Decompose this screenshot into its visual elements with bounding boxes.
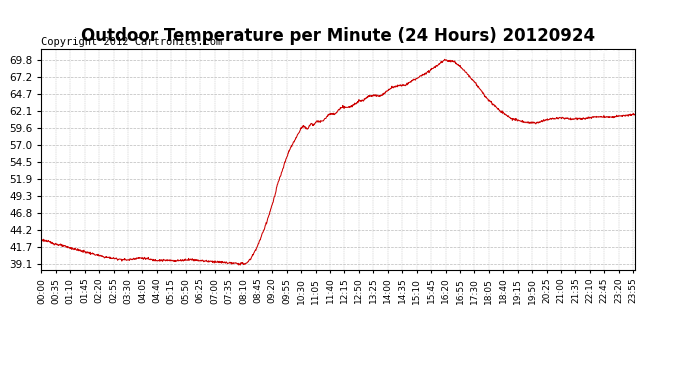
Text: Copyright 2012 Cartronics.com: Copyright 2012 Cartronics.com xyxy=(41,36,223,46)
Title: Outdoor Temperature per Minute (24 Hours) 20120924: Outdoor Temperature per Minute (24 Hours… xyxy=(81,27,595,45)
